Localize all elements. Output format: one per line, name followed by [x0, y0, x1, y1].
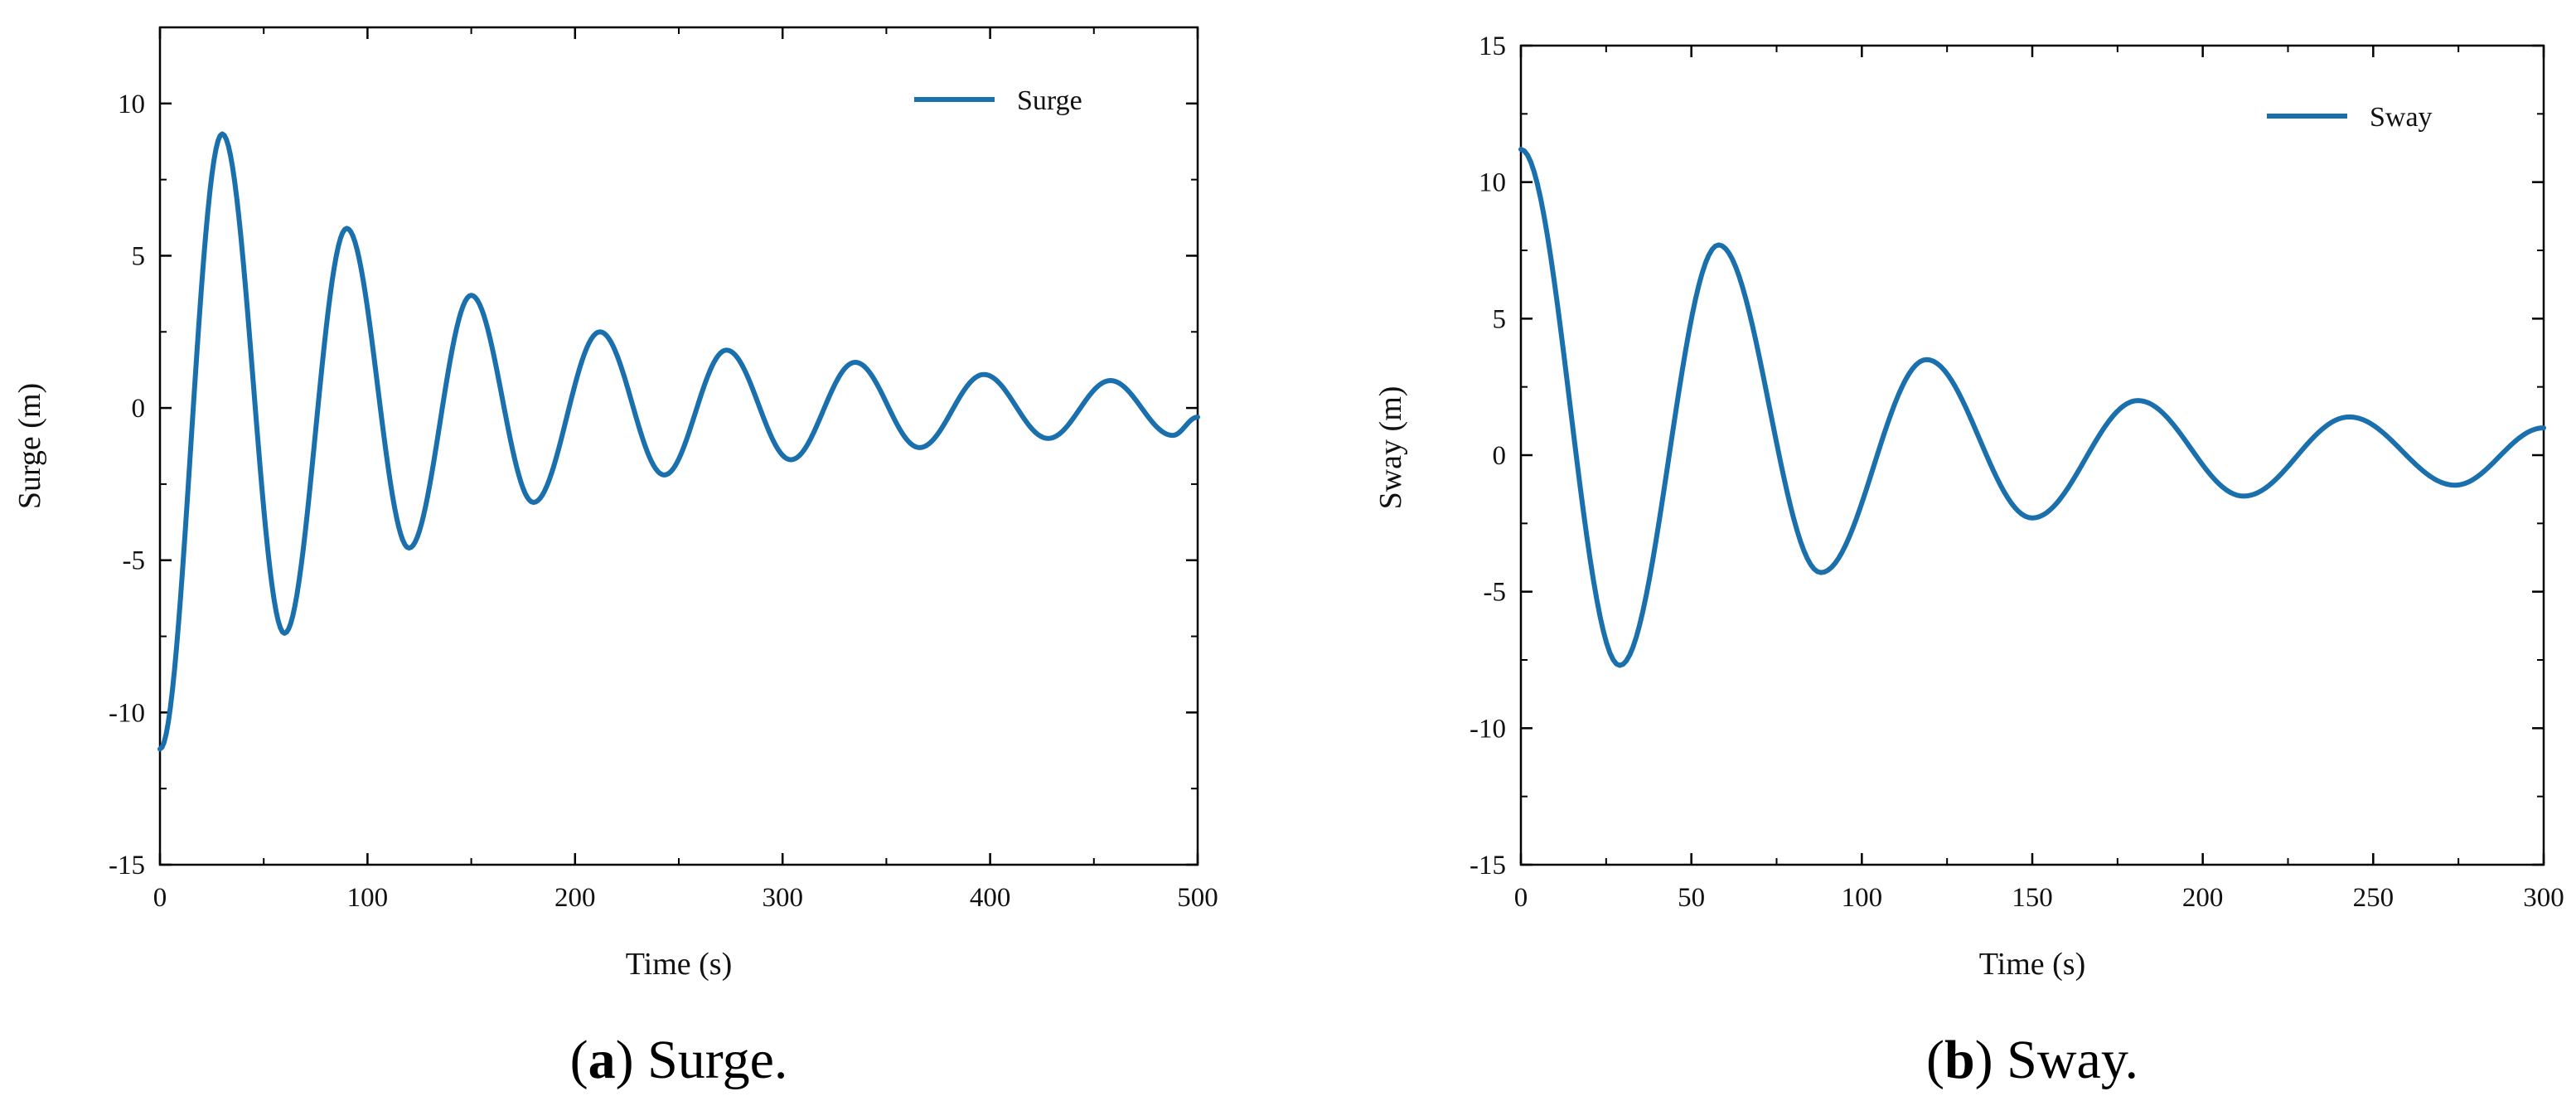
y-tick-label: -15 — [109, 851, 145, 880]
y-tick-label: 5 — [1493, 304, 1507, 334]
x-tick-label: 0 — [1514, 883, 1528, 913]
tick-marks — [1519, 44, 2545, 866]
y-tick-label: 0 — [1493, 441, 1507, 471]
x-tick-label: 300 — [2523, 883, 2564, 913]
x-tick-label: 250 — [2353, 883, 2394, 913]
y-tick-label: 15 — [1479, 32, 1506, 61]
legend-label: Sway — [2370, 102, 2433, 133]
x-tick-label: 50 — [1678, 883, 1705, 913]
x-tick-label: 100 — [1842, 883, 1883, 913]
figure-caption: (b) Sway. — [1926, 1030, 2138, 1090]
x-tick-labels: 0 50 100 150 200 250 300 — [1514, 883, 2564, 913]
y-tick-label: -5 — [1484, 578, 1507, 608]
y-tick-label: 10 — [118, 90, 145, 119]
x-tick-label: 0 — [153, 883, 167, 913]
y-tick-label: -15 — [1470, 851, 1506, 880]
legend-label: Surge — [1017, 85, 1082, 116]
x-tick-label: 500 — [1177, 883, 1218, 913]
y-tick-labels: -15 -10 -5 0 5 10 15 — [1470, 32, 1506, 880]
tick-marks — [158, 27, 1199, 866]
figure-caption: (a) Surge. — [570, 1030, 788, 1090]
plot-frame — [1519, 44, 2545, 866]
x-tick-label: 300 — [762, 883, 803, 913]
series-line-sway — [1518, 147, 2546, 668]
chart-panel-sway: 0 50 100 150 200 250 300 -15 -10 -5 0 5 10 15 Sway T… — [1373, 32, 2564, 1090]
y-axis-title: Sway (m) — [1373, 386, 1408, 510]
y-tick-labels: -15 -10 -5 0 5 10 — [109, 90, 145, 880]
y-tick-label: 10 — [1479, 168, 1506, 198]
x-tick-label: 400 — [970, 883, 1011, 913]
y-tick-label: -5 — [123, 546, 146, 576]
y-axis-title: Surge (m) — [12, 383, 47, 509]
legend: Surge — [914, 85, 1082, 116]
y-tick-label: -10 — [1470, 714, 1506, 744]
x-tick-label: 150 — [2012, 883, 2053, 913]
legend: Sway — [2267, 102, 2433, 133]
x-tick-label: 100 — [347, 883, 389, 913]
x-tick-label: 200 — [554, 883, 596, 913]
y-tick-label: 0 — [132, 394, 146, 424]
x-axis-title: Time (s) — [626, 947, 732, 982]
series-line-surge — [157, 131, 1200, 752]
y-tick-label: -10 — [109, 698, 145, 728]
x-tick-labels: 0 100 200 300 400 500 — [153, 883, 1218, 913]
chart-panel-surge: 0 100 200 300 400 500 -15 -10 -5 0 5 10 Surge Time… — [12, 26, 1218, 1090]
y-tick-label: 5 — [132, 241, 146, 271]
x-tick-label: 200 — [2182, 883, 2224, 913]
x-axis-title: Time (s) — [1979, 947, 2085, 982]
